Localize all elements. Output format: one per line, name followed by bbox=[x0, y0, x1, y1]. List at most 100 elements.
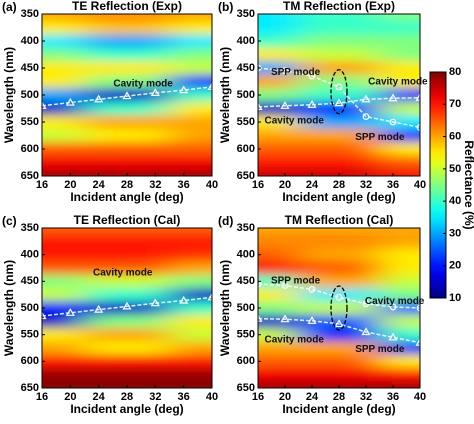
circle-marker bbox=[308, 285, 316, 293]
mode-line bbox=[258, 96, 420, 108]
cell bbox=[84, 228, 170, 236]
x-tick-label: 24 bbox=[306, 391, 319, 403]
x-tick-label: 24 bbox=[306, 179, 319, 191]
cell bbox=[258, 261, 299, 276]
cell bbox=[379, 88, 420, 103]
x-tick-label: 24 bbox=[93, 391, 106, 403]
cell bbox=[84, 101, 170, 116]
cell bbox=[42, 288, 85, 302]
cell bbox=[84, 128, 170, 143]
cell bbox=[258, 34, 299, 49]
triangle-marker bbox=[207, 292, 212, 301]
cell bbox=[42, 20, 85, 35]
y-tick-label: 450 bbox=[237, 275, 255, 287]
cell bbox=[379, 248, 420, 262]
cell bbox=[298, 261, 380, 276]
cell bbox=[169, 368, 212, 382]
colorbar-tick-label: 80 bbox=[449, 66, 461, 78]
cell bbox=[298, 301, 380, 316]
colorbar-tick-label: 10 bbox=[449, 292, 461, 304]
x-tick-label: 20 bbox=[279, 179, 291, 191]
y-tick-label: 350 bbox=[237, 8, 255, 20]
triangle-marker bbox=[258, 313, 263, 322]
cell bbox=[258, 47, 299, 62]
circle-marker bbox=[362, 300, 370, 308]
chart-title: TE Reflection (Cal) bbox=[74, 213, 181, 227]
x-tick-label: 32 bbox=[360, 391, 372, 403]
cell bbox=[298, 61, 380, 76]
y-tick-label: 400 bbox=[21, 35, 39, 47]
y-axis-title: Wavelength (nm) bbox=[218, 260, 232, 356]
cell bbox=[379, 169, 420, 176]
triangle-marker bbox=[94, 304, 104, 313]
panel-label: (b) bbox=[218, 0, 233, 14]
cell bbox=[42, 14, 85, 22]
cell bbox=[84, 328, 170, 342]
colorbar-tick-label: 70 bbox=[449, 98, 461, 110]
cell bbox=[84, 74, 170, 89]
cell bbox=[298, 228, 380, 236]
cell bbox=[379, 34, 420, 49]
x-tick-label: 36 bbox=[387, 391, 399, 403]
circle-marker bbox=[389, 303, 397, 311]
cell bbox=[298, 34, 380, 49]
cell bbox=[379, 74, 420, 89]
mode-line bbox=[42, 296, 212, 317]
mode-line bbox=[258, 283, 420, 309]
cell bbox=[42, 115, 85, 130]
cell bbox=[298, 155, 380, 170]
triangle-marker bbox=[122, 91, 132, 100]
x-tick-label: 40 bbox=[414, 391, 426, 403]
cell bbox=[298, 381, 380, 388]
triangle-marker bbox=[361, 327, 371, 336]
cell bbox=[298, 274, 380, 289]
chart-title: TM Reflection (Exp) bbox=[283, 0, 395, 13]
cell bbox=[84, 381, 170, 388]
cell bbox=[379, 142, 420, 157]
cell bbox=[42, 128, 85, 143]
circle-marker bbox=[389, 118, 397, 126]
x-axis-title: Incident angle (deg) bbox=[282, 402, 395, 416]
circle-marker bbox=[258, 280, 262, 288]
circle-marker bbox=[335, 293, 343, 301]
cell bbox=[298, 368, 380, 382]
cell bbox=[258, 74, 299, 89]
cell bbox=[379, 314, 420, 329]
colorbar bbox=[429, 71, 447, 299]
cell bbox=[84, 47, 170, 62]
y-tick-label: 350 bbox=[21, 222, 39, 234]
cell bbox=[379, 14, 420, 22]
x-tick-label: 40 bbox=[206, 391, 218, 403]
cell bbox=[42, 248, 85, 262]
cell bbox=[84, 115, 170, 130]
cell bbox=[169, 61, 212, 76]
cell bbox=[258, 115, 299, 130]
annotation: SPP mode bbox=[355, 132, 405, 143]
cell bbox=[169, 20, 212, 35]
cell bbox=[258, 381, 299, 388]
cell bbox=[84, 155, 170, 170]
x-tick-label: 32 bbox=[360, 179, 372, 191]
x-tick-label: 20 bbox=[64, 179, 76, 191]
cell bbox=[298, 169, 380, 176]
cell bbox=[298, 328, 380, 342]
y-tick-label: 500 bbox=[237, 89, 255, 101]
cell bbox=[84, 234, 170, 249]
circle-marker bbox=[335, 83, 343, 91]
cell bbox=[42, 228, 85, 236]
x-tick-label: 28 bbox=[333, 179, 345, 191]
y-tick-label: 450 bbox=[21, 275, 39, 287]
cell bbox=[169, 142, 212, 157]
x-tick-label: 36 bbox=[178, 391, 190, 403]
cell bbox=[379, 234, 420, 249]
colorbar-title: Reflectance (%) bbox=[462, 140, 474, 229]
triangle-marker bbox=[179, 85, 189, 94]
cell bbox=[169, 328, 212, 342]
cell bbox=[379, 368, 420, 382]
cell bbox=[258, 328, 299, 342]
panel-label: (d) bbox=[218, 214, 233, 228]
x-axis-title: Incident angle (deg) bbox=[70, 190, 183, 204]
panel-label: (c) bbox=[2, 214, 17, 228]
cell bbox=[258, 14, 299, 22]
x-tick-label: 28 bbox=[333, 391, 345, 403]
